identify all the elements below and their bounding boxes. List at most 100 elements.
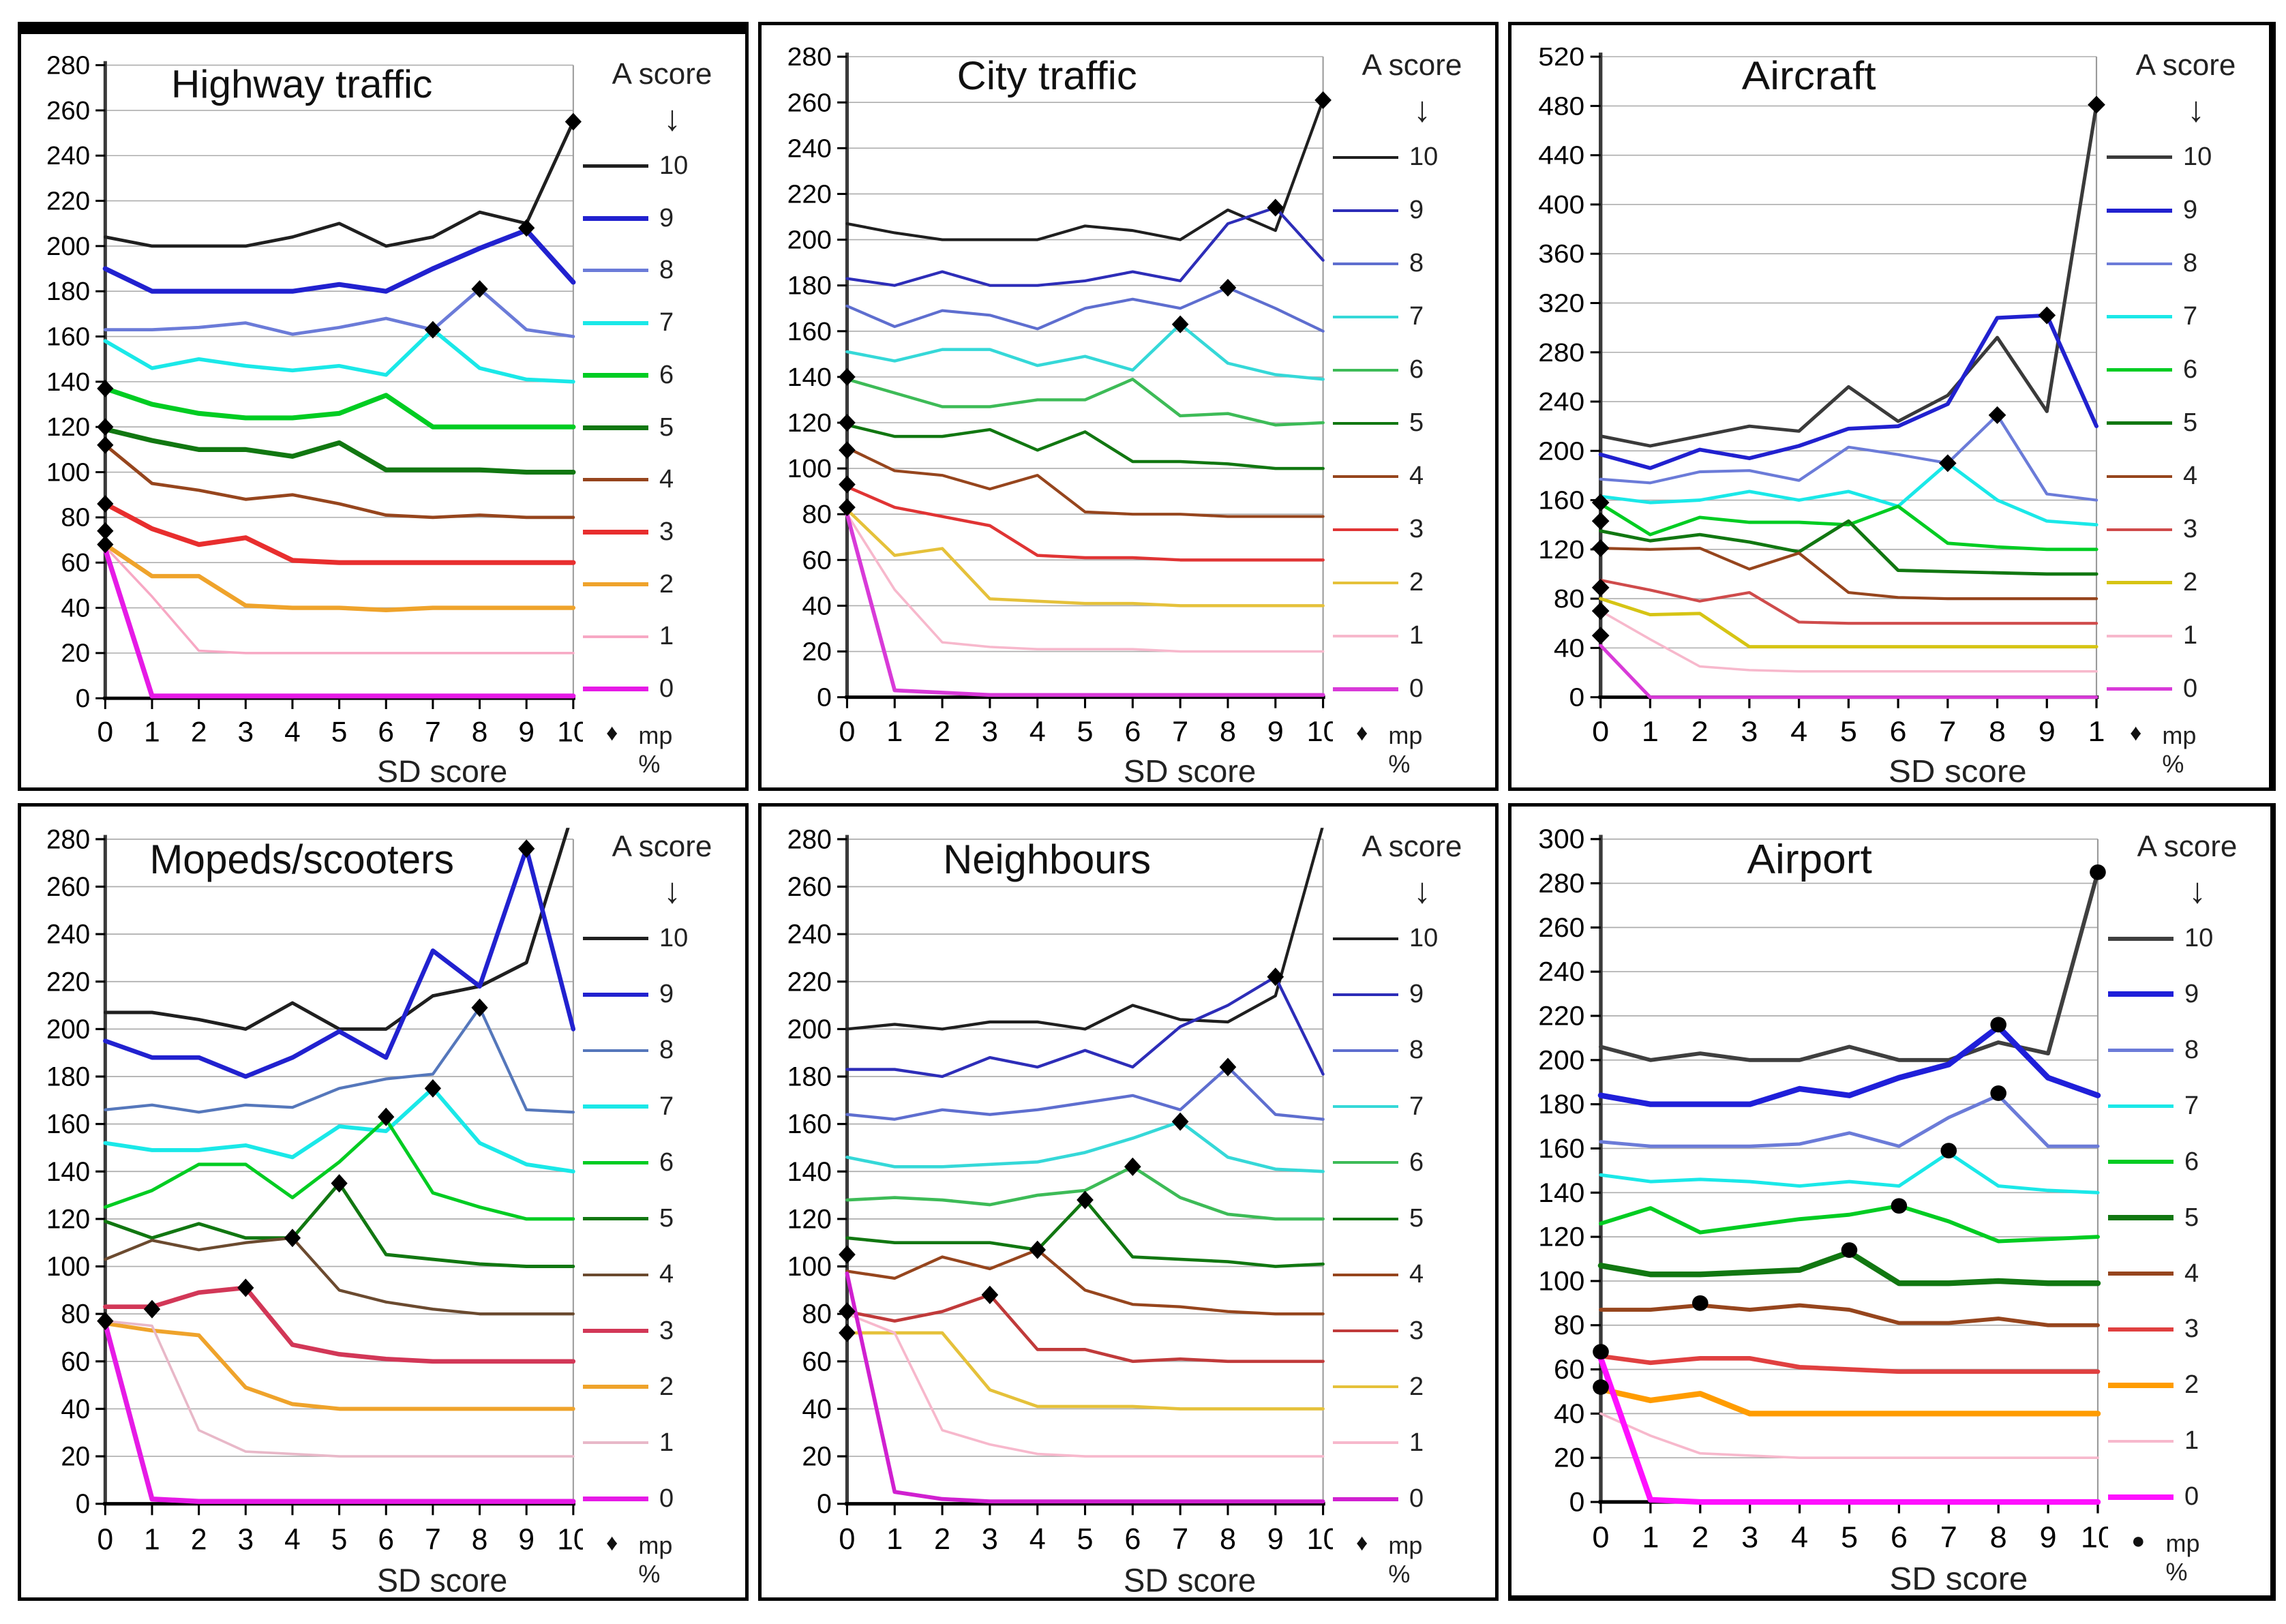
- mp-marker-icon: ♦: [606, 1530, 618, 1557]
- legend-item-7: 7: [583, 1092, 737, 1122]
- mp-marker: [1591, 627, 1610, 645]
- series-group: [102, 828, 576, 1504]
- series-line-8: [1599, 1094, 2100, 1148]
- mp-marker-icon: ♦: [606, 720, 618, 747]
- y-tick-label: 20: [61, 1442, 90, 1472]
- x-tick-label: 3: [1741, 1521, 1758, 1554]
- legend-item-7: 7: [1333, 1092, 1487, 1122]
- series-line-10: [103, 120, 575, 248]
- legend-item-label: 4: [1409, 462, 1424, 491]
- mp-marker: [1891, 1198, 1908, 1214]
- series-line-7: [1599, 1151, 2100, 1194]
- legend-item-2: 2: [2107, 568, 2261, 597]
- mp-marker: [1593, 1344, 1609, 1360]
- legend-item-label: 6: [1409, 355, 1424, 385]
- x-tick-label: 9: [1267, 715, 1284, 747]
- y-tick-label: 480: [1538, 92, 1584, 121]
- x-tick-label: 1: [2088, 716, 2105, 747]
- legend-item-label: 4: [2183, 462, 2198, 491]
- mp-marker: [1841, 1242, 1858, 1258]
- y-tick-label: 200: [46, 1014, 90, 1044]
- series-line-3: [103, 1285, 576, 1364]
- legend-item-label: 1: [659, 1428, 674, 1457]
- legend-item-0: 0: [1333, 674, 1487, 704]
- legend-items: 10 9 8 7 6 5 4 3 2 1 0: [2108, 924, 2266, 1512]
- legend-line-sample: [2107, 315, 2172, 319]
- legend-item-1: 1: [1333, 1428, 1487, 1458]
- y-tick-label: 180: [46, 1062, 90, 1092]
- legend-item-1: 1: [2108, 1426, 2262, 1456]
- legend-line-sample: [583, 1104, 648, 1109]
- mp-marker-icon: ♦: [1356, 1530, 1368, 1557]
- mp-marker: [839, 1323, 856, 1342]
- x-axis-label: SD score: [1889, 1561, 2028, 1595]
- y-tick-label: 100: [1538, 1266, 1584, 1296]
- y-tick-label: 280: [787, 824, 832, 854]
- legend-line-sample: [2108, 1439, 2174, 1443]
- mp-marker: [839, 413, 856, 432]
- chart-legend: A score ↓ 10 9 8 7 6 5 4 3 2 1 0 ● mp %: [2108, 807, 2270, 1595]
- mp-marker-icon: ♦: [1356, 720, 1368, 747]
- mp-marker: [839, 367, 856, 386]
- mp-marker: [518, 839, 535, 858]
- x-axis-label: SD score: [1889, 754, 2027, 787]
- x-tick-label: 8: [472, 1523, 488, 1557]
- legend-line-sample: [1333, 993, 1398, 996]
- y-tick-label: 220: [787, 180, 832, 209]
- legend-item-6: 6: [1333, 355, 1487, 385]
- legend-mp-label: mp %: [1388, 721, 1423, 778]
- mp-marker: [1171, 315, 1189, 333]
- chart-canvas: 280 260 240 220 200 180 160 140 120 100 80 60 40 20 0 0…: [762, 25, 1333, 787]
- legend-mp-label: mp %: [638, 1531, 673, 1588]
- legend-item-label: 1: [1409, 621, 1424, 650]
- x-axis-label: SD score: [377, 753, 507, 787]
- x-tick-label: 2: [191, 716, 207, 748]
- legend-item-label: 3: [659, 1316, 674, 1345]
- series-line-7: [845, 1119, 1325, 1173]
- legend-item-10: 10: [1333, 924, 1487, 953]
- legend-item-9: 9: [2107, 196, 2261, 225]
- mp-marker: [331, 1174, 348, 1193]
- legend-item-label: 9: [1409, 980, 1424, 1009]
- legend-item-3: 3: [583, 1317, 737, 1346]
- legend-line-sample: [1333, 528, 1398, 531]
- legend-line-sample: [583, 1385, 648, 1389]
- chart-title: Airport: [1747, 836, 1871, 882]
- legend-item-label: 7: [1409, 302, 1424, 331]
- series-group: [102, 120, 576, 699]
- mp-markers: [839, 967, 1284, 1342]
- x-tick-label: 1: [886, 1523, 903, 1556]
- legend-item-label: 2: [1409, 568, 1424, 597]
- x-tick-label: 1: [1642, 716, 1659, 747]
- chart-legend: A score ↓ 10 9 8 7 6 5 4 3 2 1 0 ♦ mp %: [1333, 25, 1495, 787]
- legend-title: A score: [1362, 830, 1462, 863]
- legend-line-sample: [2107, 475, 2172, 478]
- legend-item-9: 9: [1333, 196, 1487, 225]
- y-tick-label: 240: [46, 142, 90, 170]
- x-tick-label: 7: [1172, 1523, 1188, 1556]
- y-tick-label: 280: [787, 43, 832, 72]
- y-tick-label: 60: [61, 1347, 90, 1377]
- series-line-10: [1598, 870, 2100, 1062]
- legend-line-sample: [583, 992, 648, 997]
- x-tick-label: 6: [1124, 715, 1141, 747]
- legend-line-sample: [1333, 262, 1398, 265]
- x-tick-label: 2: [191, 1523, 207, 1557]
- series-line-4: [1599, 546, 2099, 601]
- chart-panel-aircraft: 520 480 440 400 360 320 280 240 200 160 120 80 40 0 0 1…: [1508, 22, 2276, 791]
- mp-marker: [2038, 306, 2056, 325]
- legend-item-label: 8: [2183, 249, 2198, 278]
- chart-title: Highway traffic: [171, 63, 432, 106]
- chart-legend: A score ↓ 10 9 8 7 6 5 4 3 2 1 0 ♦ mp %: [1333, 807, 1495, 1597]
- legend-item-5: 5: [583, 1204, 737, 1233]
- legend-item-label: 10: [659, 924, 689, 952]
- legend-item-10: 10: [2107, 142, 2261, 172]
- legend-item-label: 4: [1409, 1260, 1424, 1289]
- mp-marker: [471, 998, 488, 1017]
- y-tick-label: 120: [46, 413, 90, 442]
- series-line-6: [1598, 1203, 2100, 1244]
- chart-plot: 2802602402202001801601401201008060402000…: [787, 43, 1333, 787]
- legend-arrow-icon: ↓: [2187, 90, 2205, 130]
- legend-item-label: 9: [2184, 979, 2199, 1008]
- mp-marker: [424, 1079, 442, 1098]
